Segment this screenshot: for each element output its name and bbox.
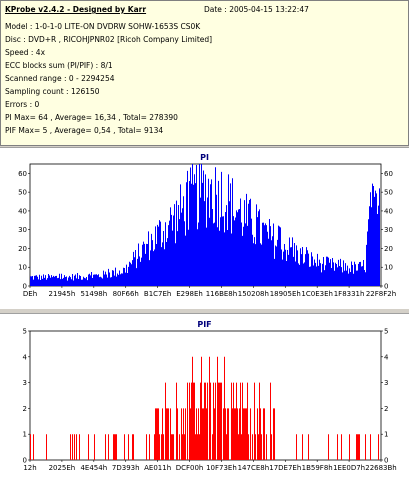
disc-line: Disc : DVD+R , RICOHJPNR02 [Ricoh Compan… (5, 35, 213, 44)
errors-line: Errors : 0 (5, 100, 40, 109)
x-tick-label: 1C0E3Eh (301, 290, 333, 298)
x-tick-label: AE011h (144, 464, 171, 472)
y-tick-label-right: 10 (384, 264, 393, 272)
x-tick-label: 147CE8h (238, 464, 270, 472)
x-tick-label: 1B59F8h (302, 464, 333, 472)
ecc-line: ECC blocks sum (PI/PIF) : 8/1 (5, 61, 113, 70)
y-tick-label-right: 20 (384, 245, 393, 253)
x-tick-label: 116BE8h (206, 290, 237, 298)
x-tick-label: DCF00h (176, 464, 204, 472)
y-tick-label-left: 0 (23, 283, 27, 291)
y-tick-label-left: 60 (18, 170, 27, 178)
y-tick-label-right: 0 (384, 457, 388, 465)
y-tick-label-right: 40 (384, 207, 393, 215)
x-tick-label: 7D393h (112, 464, 140, 472)
y-tick-label-right: 60 (384, 170, 393, 178)
y-tick-label-right: 0 (384, 283, 388, 291)
y-tick-label-left: 0 (23, 457, 27, 465)
pif-chart-panel: PIF 0 0 1 1 2 2 3 3 4 4 5 5 12h 2025Eh 4E454h 7D393h AE01… (0, 313, 409, 481)
x-tick-label: 18905Eh (270, 290, 301, 298)
y-tick-label-left: 50 (18, 189, 27, 197)
y-tick-label-right: 30 (384, 226, 393, 234)
x-tick-label: DEh (23, 290, 37, 298)
x-tick-label: 2025Eh (49, 464, 76, 472)
x-tick-label: 80F66h (113, 290, 139, 298)
y-tick-label-left: 5 (23, 328, 27, 336)
x-tick-label: B1C7Eh (144, 290, 171, 298)
chart-title: PI (200, 153, 209, 162)
x-tick-label: 21945h (49, 290, 76, 298)
chart-title: PIF (197, 320, 211, 329)
y-tick-label-left: 1 (23, 431, 27, 439)
y-tick-label-left: 30 (18, 226, 27, 234)
app-title: KProbe v2.4.2 - Designed by Karr (5, 5, 147, 14)
sampling-line: Sampling count : 126150 (5, 87, 100, 96)
model-line: Model : 1-0-1-0 LITE-ON DVDRW SOHW-1653S… (5, 22, 201, 31)
y-tick-label-right: 3 (384, 379, 388, 387)
y-tick-label-right: 4 (384, 353, 389, 361)
x-tick-label: 12h (23, 464, 36, 472)
y-tick-label-left: 2 (23, 405, 27, 413)
x-tick-label: 17DE7Eh (269, 464, 301, 472)
x-tick-label: 51498h (80, 290, 107, 298)
range-line: Scanned range : 0 - 2294254 (5, 74, 115, 83)
y-tick-label-left: 4 (23, 353, 28, 361)
info-panel: KProbe v2.4.2 - Designed by Karr Date : … (0, 0, 409, 146)
y-tick-label-left: 3 (23, 379, 27, 387)
y-tick-label-right: 50 (384, 189, 393, 197)
x-tick-label: 22683Bh (365, 464, 397, 472)
pif-chart: PIF 0 0 1 1 2 2 3 3 4 4 5 5 12h 2025Eh 4E454h 7D393h AE01… (23, 320, 397, 472)
pi-chart-panel: PI 0 0 10 10 20 20 30 30 40 40 50 50 60 60 DEh 21945h 514… (0, 147, 409, 309)
x-tick-label: E298Eh (176, 290, 203, 298)
pi-chart: PI 0 0 10 10 20 20 30 30 40 40 50 50 60 60 DEh 21945h 514… (18, 153, 396, 298)
speed-line: Speed : 4x (5, 48, 46, 57)
x-tick-label: 4E454h (80, 464, 107, 472)
y-tick-label-left: 10 (18, 264, 27, 272)
y-tick-label-right: 5 (384, 328, 388, 336)
y-tick-label-right: 2 (384, 405, 388, 413)
x-tick-label: 150208h (238, 290, 269, 298)
x-tick-label: 22F8F2h (366, 290, 396, 298)
y-tick-label-left: 40 (18, 207, 27, 215)
scan-date: Date : 2005-04-15 13:22:47 (204, 5, 309, 14)
data-series (30, 356, 379, 460)
x-tick-label: 10F73Eh (206, 464, 237, 472)
x-tick-label: 1F8331h (334, 290, 365, 298)
pi-stats-line: PI Max= 64 , Average= 16,34 , Total= 278… (5, 113, 178, 122)
y-tick-label-right: 1 (384, 431, 388, 439)
x-tick-label: 1EE0D7h (333, 464, 365, 472)
y-tick-label-left: 20 (18, 245, 27, 253)
data-series (30, 164, 380, 286)
pif-stats-line: PIF Max= 5 , Average= 0,54 , Total= 9134 (5, 126, 164, 135)
